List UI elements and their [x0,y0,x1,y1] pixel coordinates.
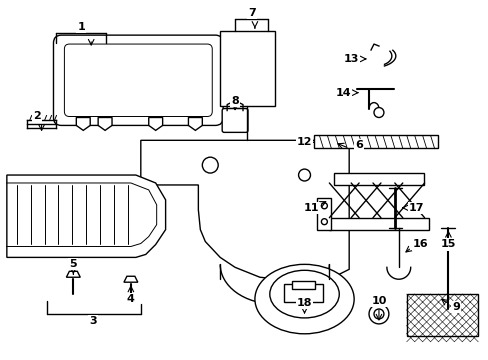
Circle shape [368,304,388,324]
Polygon shape [7,175,165,257]
Circle shape [442,305,453,317]
Text: 2: 2 [33,112,41,121]
Ellipse shape [269,270,339,318]
Text: 8: 8 [231,96,239,105]
Polygon shape [148,117,163,130]
Text: 5: 5 [69,259,77,269]
Text: 7: 7 [247,8,255,18]
Text: 11: 11 [303,203,319,213]
Text: 1: 1 [77,22,85,32]
Polygon shape [188,117,202,130]
Text: 9: 9 [451,302,459,312]
Text: 16: 16 [412,239,427,249]
Bar [220,31,274,105]
Text: 13: 13 [343,54,358,64]
FancyBboxPatch shape [64,44,212,117]
Bar [291,281,315,289]
Text: 3: 3 [89,316,97,326]
Polygon shape [314,135,438,148]
Text: 6: 6 [354,140,362,150]
Ellipse shape [254,264,353,334]
Circle shape [321,203,326,209]
Circle shape [321,219,326,225]
Polygon shape [98,117,112,130]
Text: 4: 4 [127,294,135,304]
FancyBboxPatch shape [222,109,247,132]
FancyBboxPatch shape [53,35,223,125]
Bar [334,173,423,185]
Polygon shape [123,276,138,282]
Circle shape [298,169,310,181]
Text: 15: 15 [440,239,455,249]
Bar [328,218,427,230]
Polygon shape [66,271,80,277]
Text: 10: 10 [370,296,386,306]
Circle shape [202,157,218,173]
Polygon shape [76,117,90,130]
Text: 12: 12 [296,137,312,147]
Text: 18: 18 [296,298,312,308]
Circle shape [373,108,383,117]
Polygon shape [141,140,348,279]
Bar [406,294,477,336]
Bar [317,198,331,230]
Circle shape [373,309,383,319]
Text: 17: 17 [408,203,424,213]
Text: 14: 14 [335,88,350,98]
Bar [283,284,323,302]
